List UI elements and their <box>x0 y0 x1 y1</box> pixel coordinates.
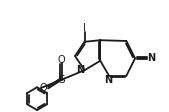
Text: O: O <box>58 55 65 65</box>
Text: N: N <box>147 53 155 63</box>
Text: N: N <box>104 75 112 85</box>
Text: S: S <box>58 75 65 85</box>
Text: N: N <box>76 65 84 75</box>
Text: O: O <box>40 83 47 93</box>
Text: I: I <box>83 23 86 33</box>
